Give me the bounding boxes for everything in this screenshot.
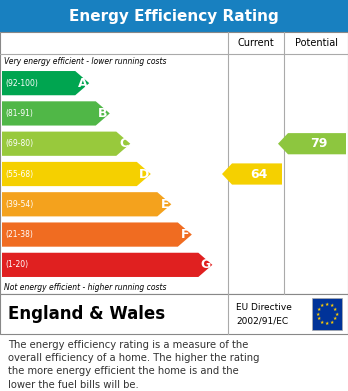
Bar	[312, 298, 342, 330]
Bar	[0, 0, 348, 32]
Text: (55-68): (55-68)	[5, 170, 33, 179]
Bar	[0, 32, 348, 294]
Text: ★: ★	[320, 303, 324, 308]
Polygon shape	[2, 132, 130, 156]
Text: 79: 79	[310, 137, 328, 150]
Text: (21-38): (21-38)	[5, 230, 33, 239]
Text: (92-100): (92-100)	[5, 79, 38, 88]
Text: ★: ★	[316, 316, 321, 321]
Text: ★: ★	[325, 302, 329, 307]
Text: (39-54): (39-54)	[5, 200, 33, 209]
Text: (81-91): (81-91)	[5, 109, 33, 118]
Text: EU Directive: EU Directive	[236, 303, 292, 312]
Text: (1-20): (1-20)	[5, 260, 28, 269]
Polygon shape	[2, 162, 151, 186]
Text: 2002/91/EC: 2002/91/EC	[236, 316, 288, 325]
Text: Current: Current	[238, 38, 274, 48]
Text: Very energy efficient - lower running costs: Very energy efficient - lower running co…	[4, 57, 166, 66]
Polygon shape	[2, 101, 110, 126]
Polygon shape	[2, 192, 171, 216]
Text: (69-80): (69-80)	[5, 139, 33, 148]
Text: Not energy efficient - higher running costs: Not energy efficient - higher running co…	[4, 283, 166, 292]
Text: ★: ★	[316, 307, 321, 312]
Text: C: C	[119, 137, 128, 150]
Text: A: A	[78, 77, 87, 90]
Text: ★: ★	[334, 312, 339, 316]
Text: G: G	[200, 258, 210, 271]
Polygon shape	[222, 163, 282, 185]
Text: ★: ★	[325, 321, 329, 326]
Polygon shape	[2, 71, 89, 95]
Polygon shape	[278, 133, 346, 154]
Bar	[0, 294, 348, 334]
Polygon shape	[2, 222, 192, 247]
Text: F: F	[181, 228, 190, 241]
Text: B: B	[98, 107, 108, 120]
Text: ★: ★	[333, 316, 338, 321]
Text: ★: ★	[333, 307, 338, 312]
Text: ★: ★	[330, 303, 334, 308]
Text: 64: 64	[250, 167, 268, 181]
Text: ★: ★	[330, 320, 334, 325]
Text: Potential: Potential	[294, 38, 338, 48]
Text: Energy Efficiency Rating: Energy Efficiency Rating	[69, 9, 279, 23]
Text: D: D	[139, 167, 149, 181]
Text: ★: ★	[315, 312, 319, 316]
Text: ★: ★	[320, 320, 324, 325]
Text: The energy efficiency rating is a measure of the
overall efficiency of a home. T: The energy efficiency rating is a measur…	[8, 340, 260, 389]
Text: E: E	[161, 198, 169, 211]
Text: England & Wales: England & Wales	[8, 305, 165, 323]
Polygon shape	[2, 253, 212, 277]
